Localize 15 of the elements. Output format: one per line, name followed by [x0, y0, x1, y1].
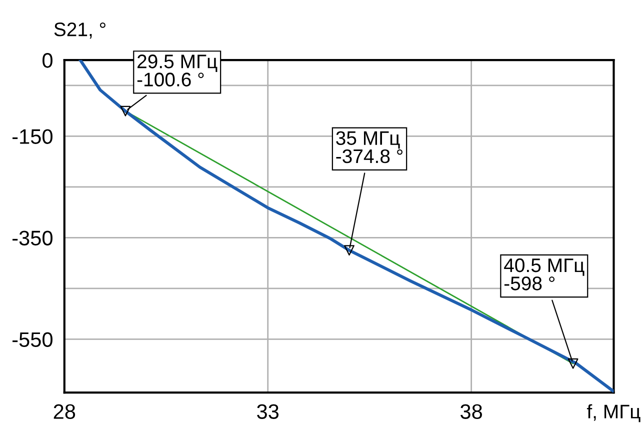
y-tick-label: 0	[42, 53, 52, 68]
y-tick-label: -550	[12, 332, 52, 347]
x-tick-label: 33	[257, 404, 279, 419]
x-axis-title: f, МГц	[586, 404, 640, 422]
y-tick-label: -150	[12, 129, 52, 144]
x-tick-label: 28	[54, 404, 76, 419]
annotation: 29.5 МГц -100.6 °	[137, 54, 218, 86]
annotation: 35 МГц -374.8 °	[336, 131, 402, 164]
point	[568, 358, 578, 369]
point	[344, 245, 354, 256]
point	[120, 106, 131, 116]
y-axis-title: S21, °	[54, 22, 106, 39]
annotation: 40.5 МГц -598 °	[504, 258, 584, 290]
x-tick-label: 38	[460, 404, 482, 419]
y-tick-label: -350	[12, 230, 52, 246]
